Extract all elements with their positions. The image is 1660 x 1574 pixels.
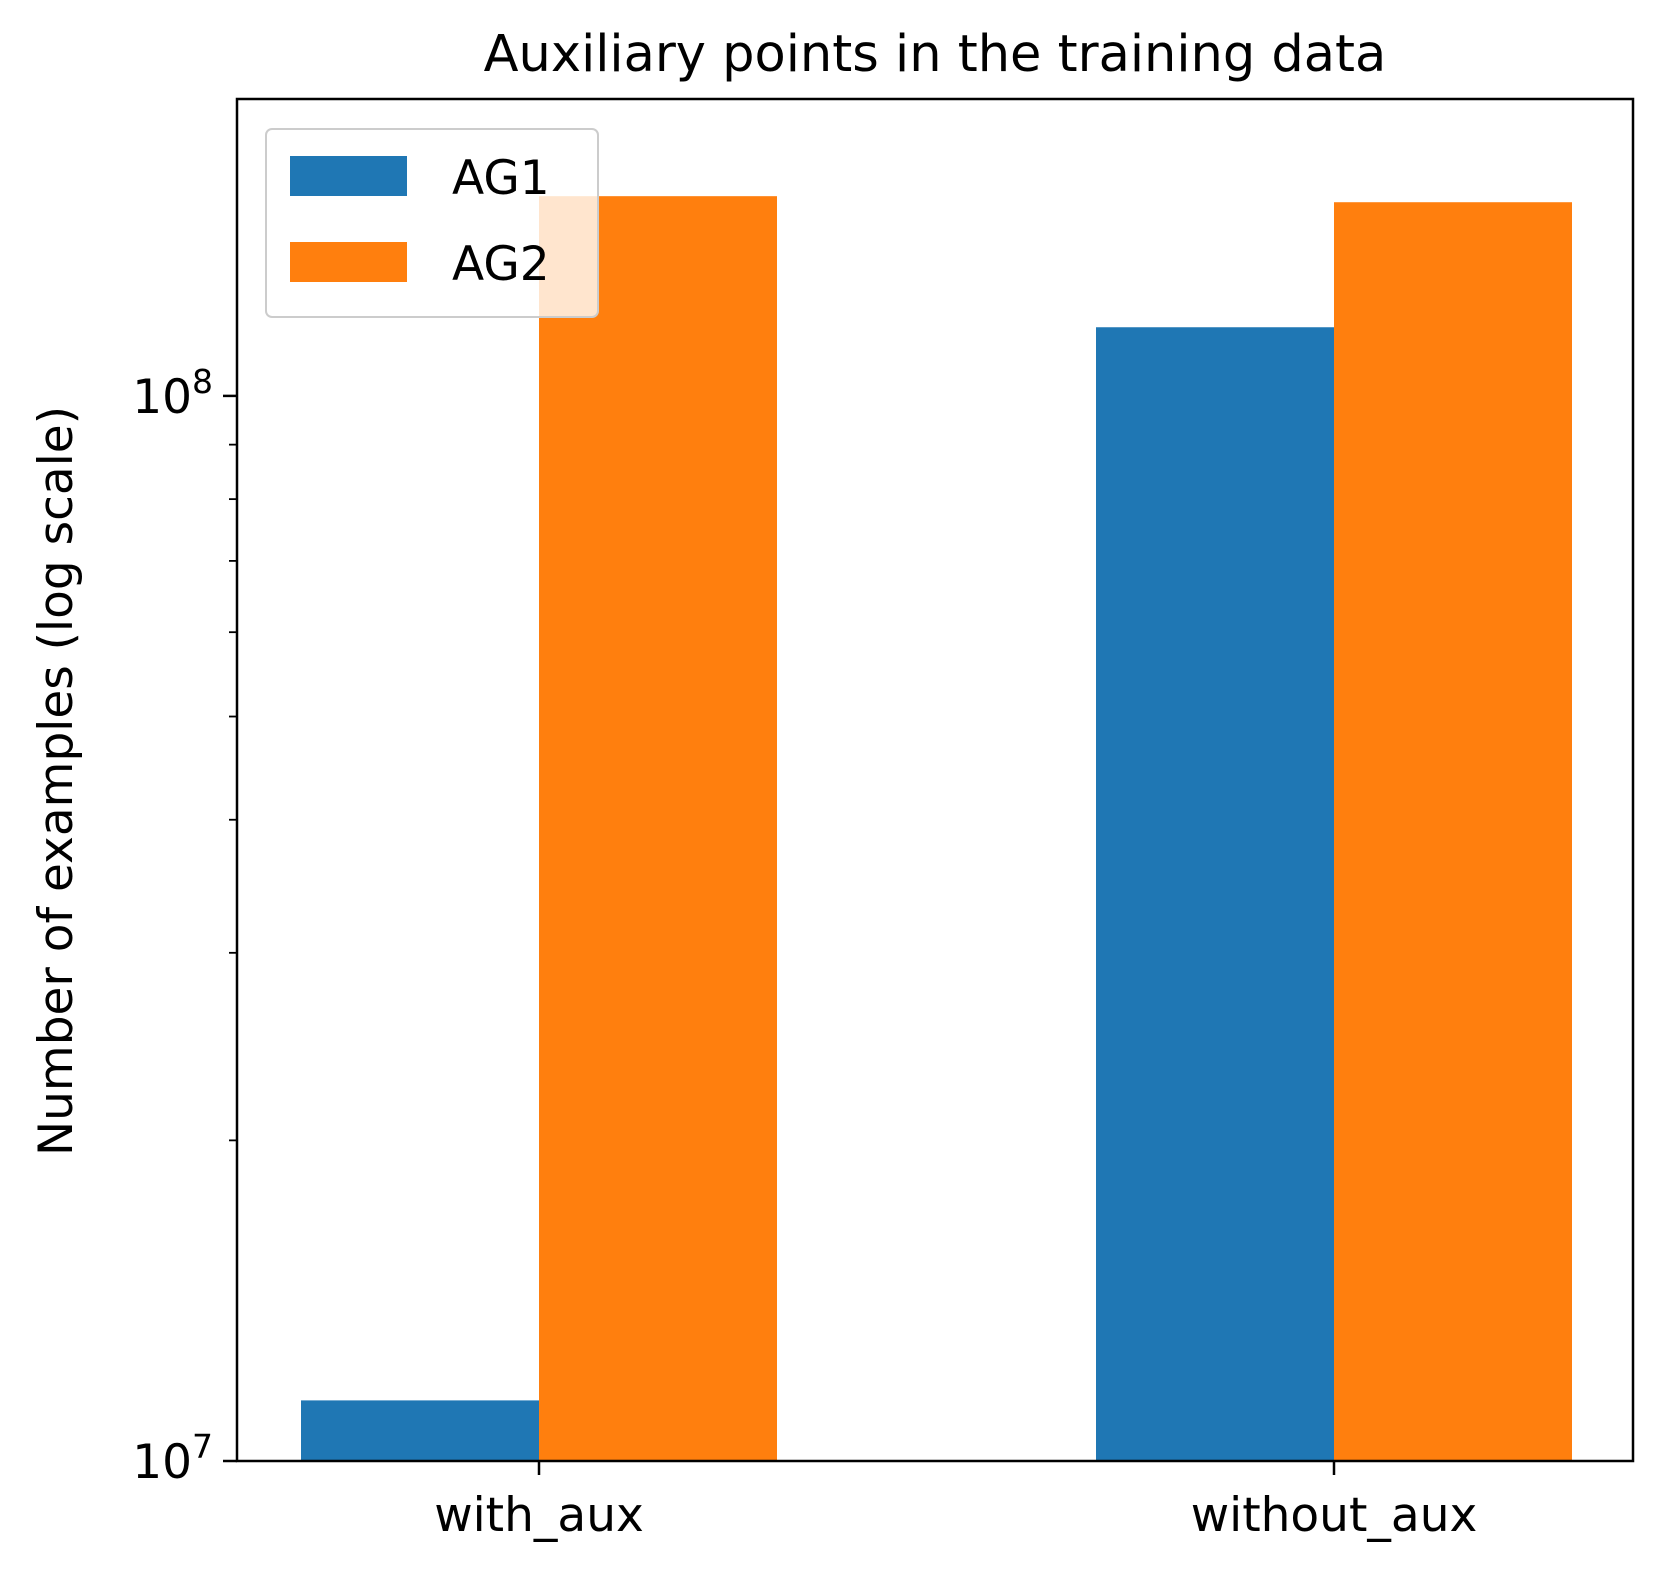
x-tick-label: without_aux bbox=[1191, 1488, 1478, 1543]
bar-ag1-without-aux bbox=[1096, 327, 1334, 1461]
y-axis-label: Number of examples (log scale) bbox=[29, 406, 84, 1156]
x-tick-label: with_aux bbox=[434, 1488, 644, 1543]
y-tick-label: 107 bbox=[132, 1427, 213, 1490]
bar-ag1-with-aux bbox=[301, 1400, 539, 1461]
legend-swatch-ag1 bbox=[290, 156, 407, 196]
bar-ag2-without-aux bbox=[1334, 202, 1572, 1461]
y-axis-ticks: 107 108 bbox=[132, 362, 237, 1490]
legend: AG1 AG2 bbox=[265, 128, 599, 318]
bars-layer bbox=[301, 196, 1572, 1461]
legend-swatch-ag2 bbox=[290, 242, 407, 282]
legend-label-ag2: AG2 bbox=[452, 237, 550, 292]
bar-ag2-with-aux bbox=[539, 196, 777, 1461]
y-tick-label: 108 bbox=[132, 362, 213, 425]
plot-frame bbox=[235, 97, 1635, 1463]
chart-title: Auxiliary points in the training data bbox=[484, 25, 1387, 84]
x-axis-ticks: with_aux without_aux bbox=[434, 1461, 1477, 1543]
legend-label-ag1: AG1 bbox=[452, 151, 550, 206]
